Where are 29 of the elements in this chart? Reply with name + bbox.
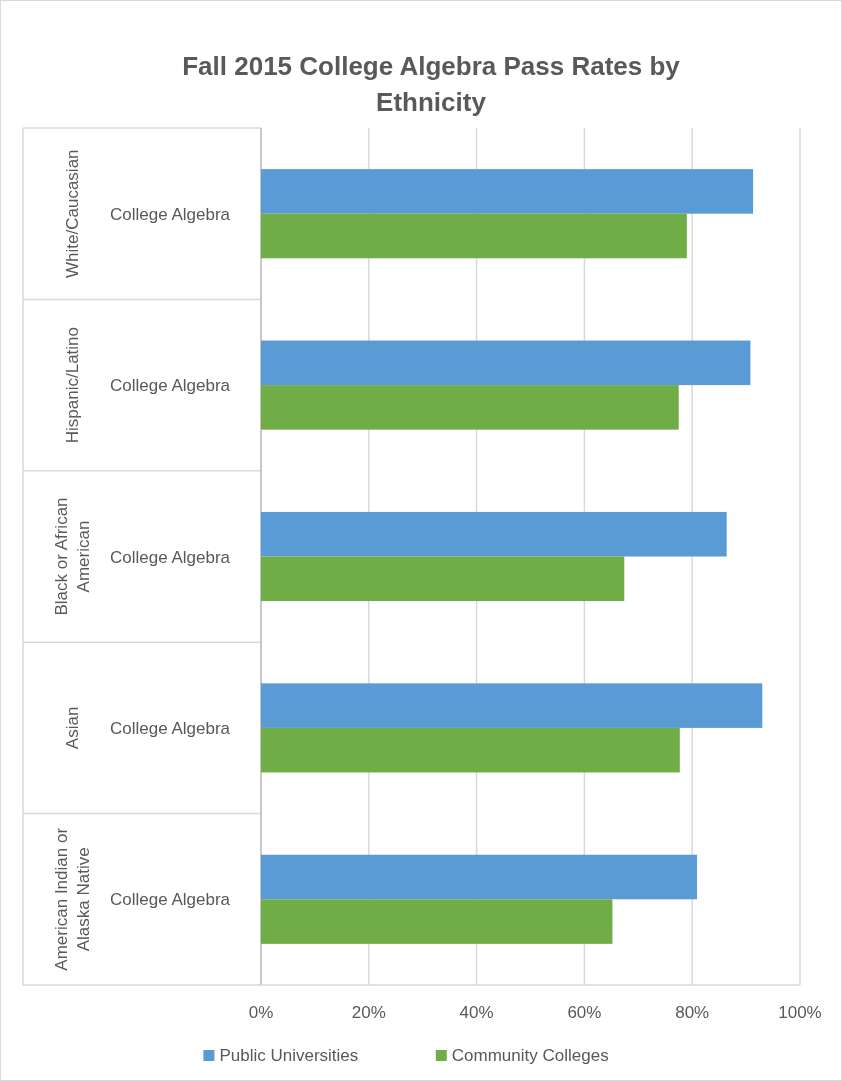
x-tick-label: 80% xyxy=(675,1003,710,1022)
bar xyxy=(261,385,679,430)
bar xyxy=(261,556,625,602)
y-tick-label: College Algebra xyxy=(109,890,231,910)
text: Black or African American xyxy=(52,497,93,616)
bar xyxy=(261,899,613,944)
x-tick-label: 60% xyxy=(567,1003,602,1022)
bar xyxy=(261,854,698,900)
bar xyxy=(261,727,680,773)
legend-label: Public Universities xyxy=(219,1046,359,1065)
bar xyxy=(261,213,687,259)
bar xyxy=(261,169,754,214)
x-tick-label: 100% xyxy=(778,1003,822,1022)
chart-title: Fall 2015 College Algebra Pass Rates by Ethnicity xyxy=(182,51,681,117)
x-tick-label: 20% xyxy=(351,1003,386,1022)
bar xyxy=(261,340,751,386)
text: Hispanic/Latino xyxy=(63,326,82,444)
bar xyxy=(261,683,763,728)
y-tick-label: College Algebra xyxy=(109,204,231,224)
text: Asian xyxy=(63,706,82,750)
legend-label: Community Colleges xyxy=(451,1046,609,1065)
y-tick-label: College Algebra xyxy=(109,376,231,396)
x-tick-label: 40% xyxy=(459,1003,494,1022)
y-tick-label: College Algebra xyxy=(109,718,231,738)
y-tick-label: College Algebra xyxy=(109,547,231,567)
x-tick-label: 0% xyxy=(248,1003,274,1022)
text: American Indian or Alaska Native xyxy=(52,827,93,971)
bar xyxy=(261,511,727,557)
text: White/Caucasian xyxy=(63,149,82,278)
